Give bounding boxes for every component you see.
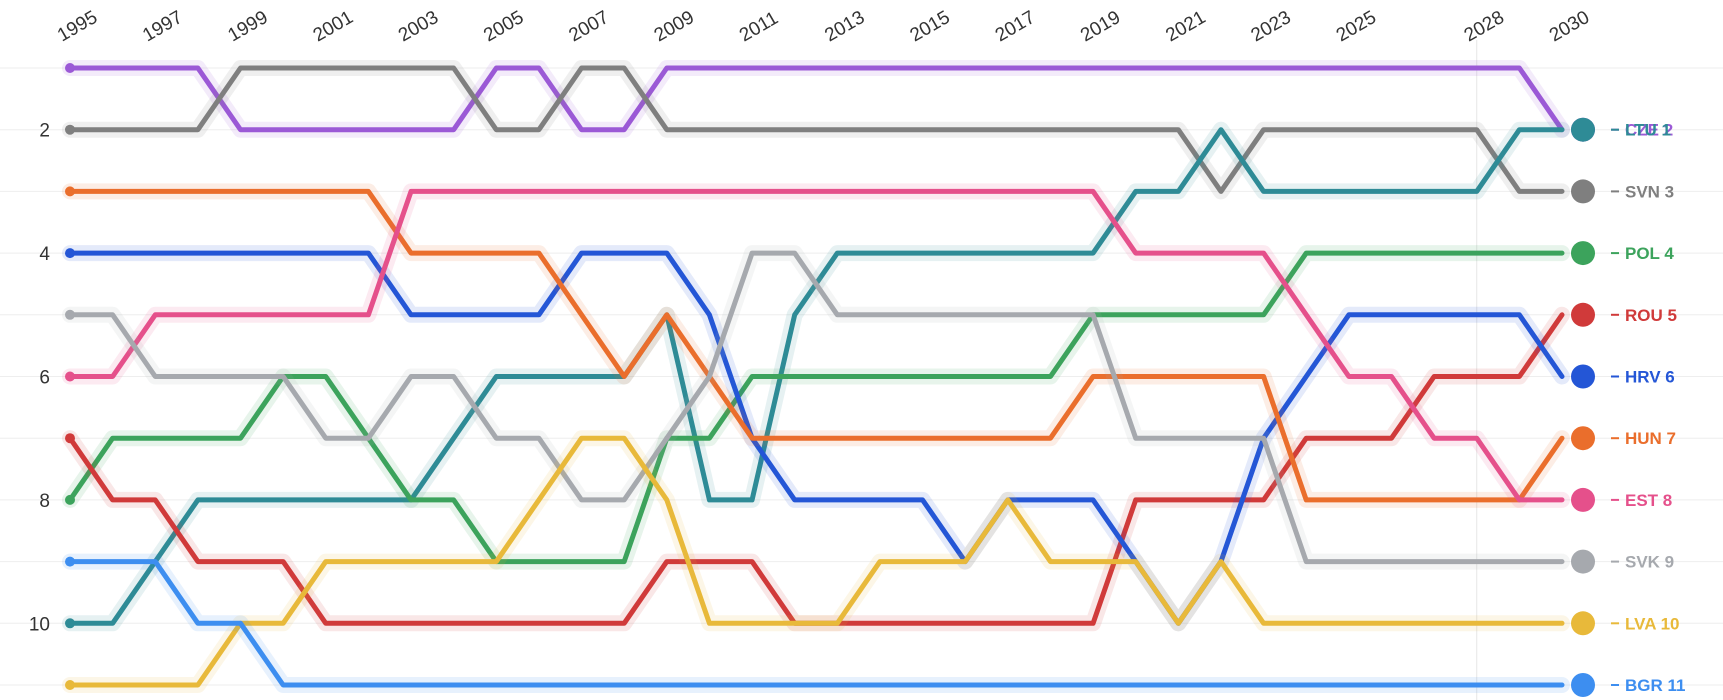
x-tick-label: 2015	[907, 7, 954, 46]
series-start-point	[65, 494, 75, 505]
x-tick-label: 1997	[139, 7, 186, 46]
series-svk	[62, 245, 1570, 570]
series-line	[67, 250, 1565, 626]
series-start-point	[65, 309, 75, 320]
series-start-point	[65, 556, 75, 567]
end-label-text: LTU 1	[1625, 121, 1671, 140]
x-tick-label: 2007	[566, 7, 613, 46]
end-label-text: HRV 6	[1625, 368, 1675, 387]
series-bgr	[62, 553, 1570, 693]
y-tick-label: 10	[29, 614, 50, 635]
end-marker	[1571, 673, 1595, 697]
x-tick-label: 2025	[1333, 7, 1380, 46]
end-label-text: HUN 7	[1625, 429, 1676, 448]
series-start-point	[65, 124, 75, 135]
series-line	[67, 250, 1565, 565]
end-label-svk: SVK 9	[1571, 549, 1674, 574]
end-marker	[1571, 549, 1595, 574]
series-halo	[62, 60, 1570, 138]
x-tick-label: 2030	[1546, 7, 1593, 46]
end-label-lva: LVA 10	[1571, 611, 1679, 636]
end-labels: CZE 2 SVN 3 LTU 1 POL 4 ROU 5 HRV 6 HUN 7 EST 8…	[1571, 117, 1685, 697]
end-label-pol: POL 4	[1571, 241, 1674, 266]
x-tick-label: 2001	[310, 7, 357, 46]
x-tick-label: 2021	[1162, 7, 1209, 46]
x-tick-label: 2011	[736, 8, 782, 47]
end-label-text: SVN 3	[1625, 182, 1674, 201]
series-halo	[62, 183, 1570, 508]
series-line	[67, 435, 1565, 688]
end-label-est: EST 8	[1571, 487, 1672, 512]
series-lines	[62, 60, 1570, 693]
x-axis: 1995 1997 1999 2001 2003 2005 2007 2009 2011 2013…	[54, 7, 1593, 46]
series-pol	[62, 245, 1570, 570]
series-halo	[62, 245, 1570, 570]
end-marker	[1571, 241, 1595, 266]
x-tick-label: 2017	[992, 7, 1039, 46]
end-label-text: ROU 5	[1625, 306, 1677, 325]
series-line	[67, 65, 1565, 194]
end-marker	[1571, 302, 1595, 327]
series-line	[67, 65, 1565, 133]
end-label-text: BGR 11	[1625, 676, 1685, 695]
end-marker	[1571, 364, 1595, 389]
series-line	[67, 250, 1565, 565]
x-tick-label: 1995	[54, 7, 101, 46]
series-cze	[62, 60, 1570, 138]
series-svn	[62, 60, 1570, 200]
end-label-ltu: LTU 1	[1571, 117, 1671, 142]
end-marker	[1571, 487, 1595, 512]
y-axis: 2 4 6 8 10	[29, 121, 51, 636]
series-hun	[62, 183, 1570, 508]
series-halo	[62, 183, 1570, 508]
end-marker	[1571, 117, 1595, 142]
end-label-text: CZE 2	[1625, 121, 1673, 140]
series-start-point	[65, 618, 75, 629]
end-marker	[1571, 611, 1595, 636]
series-lva	[62, 430, 1570, 693]
series-est	[62, 183, 1570, 508]
end-label-hrv: HRV 6	[1571, 364, 1675, 389]
series-start-point	[65, 371, 75, 382]
y-tick-label: 4	[39, 244, 50, 265]
x-tick-label: 2019	[1077, 7, 1124, 46]
x-tick-label: 2028	[1461, 7, 1508, 46]
series-start-point	[65, 680, 75, 690]
x-tick-label: 1999	[225, 7, 272, 46]
end-label-hun: HUN 7	[1571, 426, 1676, 451]
series-line	[67, 559, 1565, 688]
series-start-point	[65, 63, 75, 73]
end-label-bgr: BGR 11	[1571, 673, 1685, 697]
x-tick-label: 2023	[1248, 7, 1295, 46]
y-tick-label: 2	[39, 121, 50, 142]
series-start-point	[65, 248, 75, 259]
series-line	[67, 188, 1565, 503]
end-marker	[1571, 426, 1595, 451]
end-label-text: LVA 10	[1625, 614, 1679, 633]
y-tick-label: 6	[39, 368, 50, 389]
series-start-point	[65, 186, 75, 197]
end-label-svn: SVN 3	[1571, 179, 1674, 204]
end-label-text: EST 8	[1625, 491, 1672, 510]
x-tick-label: 2009	[651, 7, 698, 46]
series-halo	[62, 245, 1570, 570]
x-tick-label: 2003	[395, 7, 442, 46]
y-tick-label: 8	[39, 491, 50, 512]
series-hrv	[62, 245, 1570, 632]
series-start-point	[65, 433, 75, 444]
end-label-text: SVK 9	[1625, 553, 1674, 572]
end-label-text: POL 4	[1625, 244, 1674, 263]
end-marker	[1571, 179, 1595, 204]
x-tick-label: 2013	[821, 7, 868, 46]
end-label-rou: ROU 5	[1571, 302, 1677, 327]
series-line	[67, 188, 1565, 503]
x-tick-label: 2005	[480, 7, 527, 46]
